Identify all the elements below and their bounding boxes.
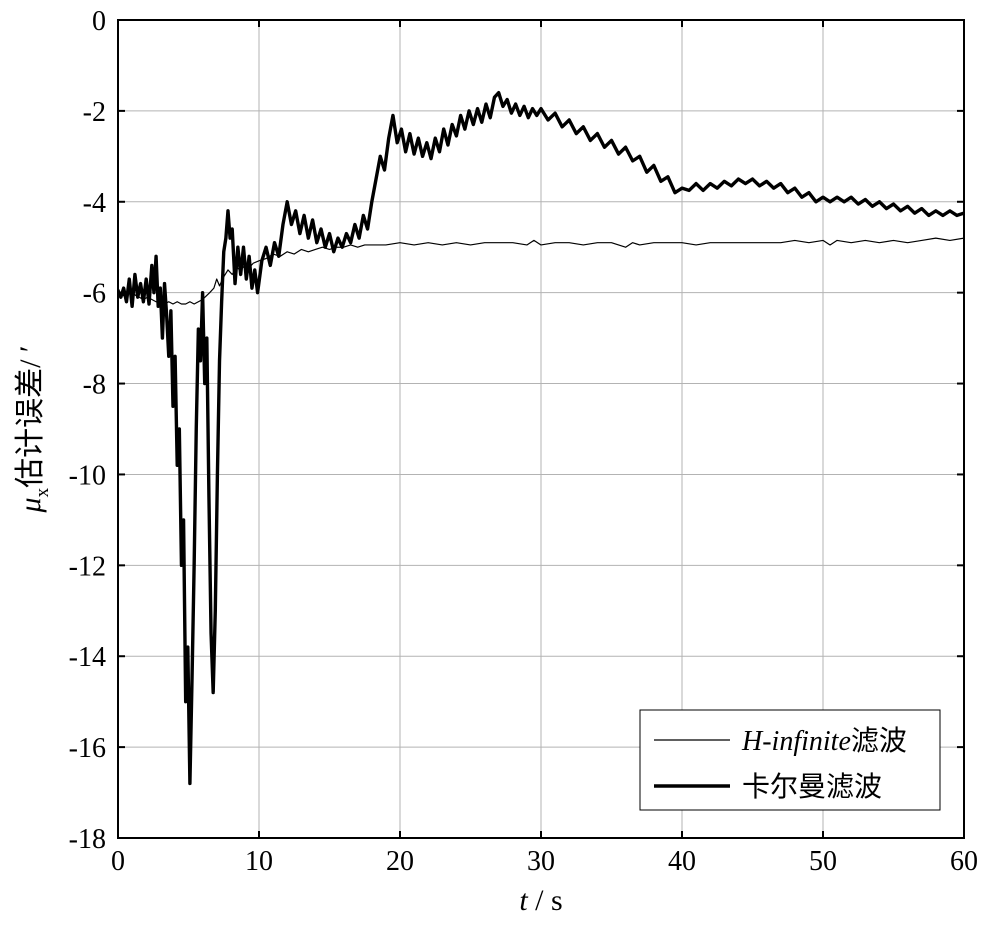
y-tick-label: -10 [69,460,106,491]
x-axis-label: t / s [519,884,562,917]
x-tick-label: 10 [245,846,273,877]
y-tick-label: -6 [83,279,106,310]
x-tick-label: 20 [386,846,414,877]
y-tick-label: -8 [83,370,106,401]
legend-label-kalman: 卡尔曼滤波 [742,771,882,803]
legend-label-h_infinite: H-infinite滤波 [741,725,907,757]
legend: H-infinite滤波卡尔曼滤波 [640,710,940,810]
y-tick-label: -16 [69,733,106,764]
y-tick-label: 0 [92,6,106,37]
y-tick-label: -18 [69,824,106,855]
x-tick-label: 50 [809,846,837,877]
y-tick-label: -12 [69,551,106,582]
x-tick-label: 0 [111,846,125,877]
chart-container: 0 10 20 30 40 50 60 -18 -16 -14 -12 -10 -8 -6 -4 -2 0 t /… [0,0,1000,933]
x-tick-label: 30 [527,846,555,877]
y-tick-label: -14 [69,642,106,673]
y-tick-label: -2 [83,97,106,128]
y-tick-label: -4 [83,188,106,219]
x-tick-label: 40 [668,846,696,877]
x-tick-label: 60 [950,846,978,877]
line-chart: 0 10 20 30 40 50 60 -18 -16 -14 -12 -10 -8 -6 -4 -2 0 t /… [0,0,1000,933]
